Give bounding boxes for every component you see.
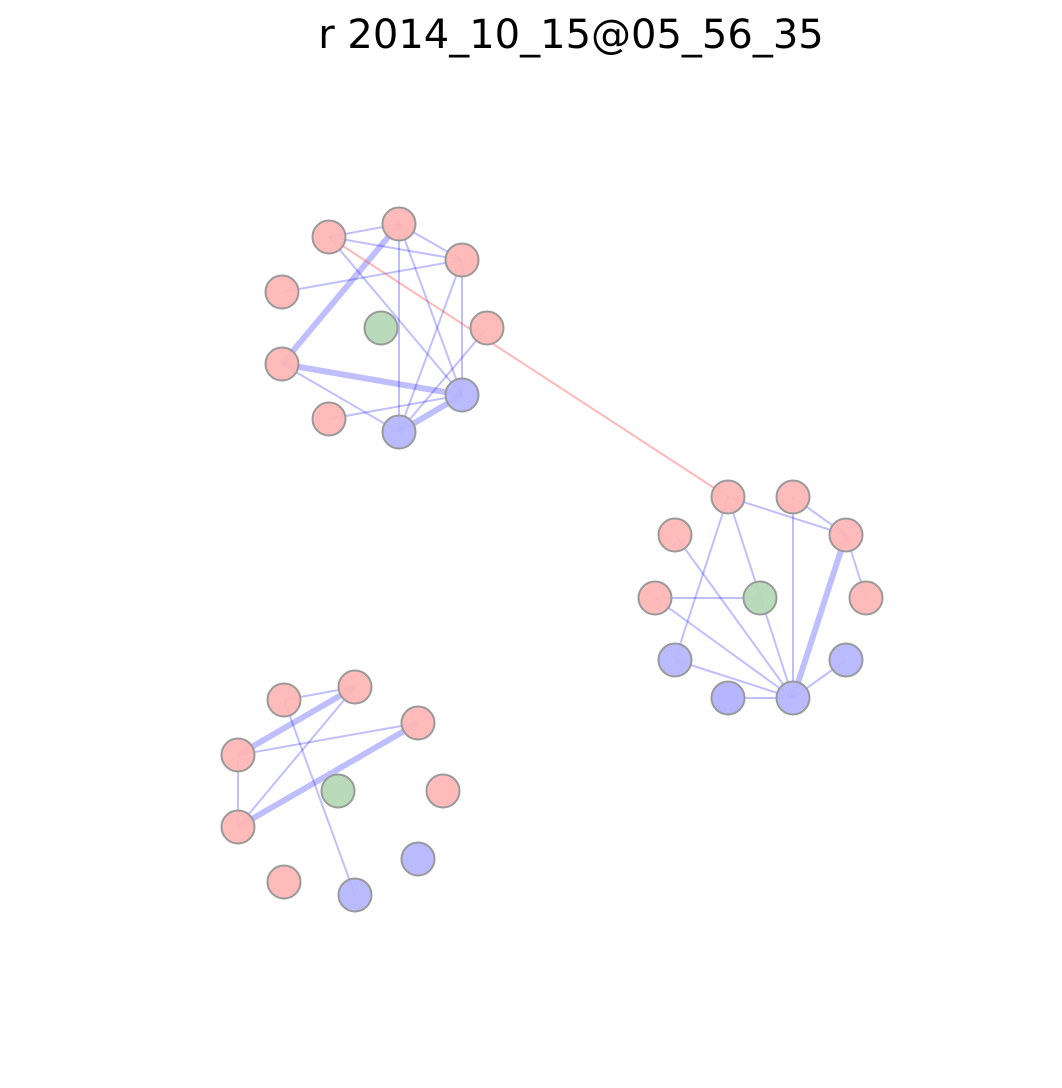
edge-a7-a10 [398, 327, 488, 433]
node-b3 [828, 517, 864, 553]
node-a3 [444, 242, 480, 278]
node-a7 [469, 310, 505, 346]
edge-c3-c6 [236, 720, 420, 830]
node-c7 [425, 773, 461, 809]
edge-b8-b9 [674, 659, 794, 699]
node-a8 [444, 377, 480, 413]
node-c8 [337, 877, 373, 913]
edge-a3-a10 [398, 259, 463, 433]
node-a9 [311, 401, 347, 437]
edge-a1-a3 [328, 236, 463, 261]
node-a4 [264, 274, 300, 310]
node-c10 [400, 841, 436, 877]
node-b9 [775, 680, 811, 716]
edge-b1-b8 [674, 496, 729, 661]
node-b2 [775, 479, 811, 515]
node-b6 [637, 580, 673, 616]
edge-a1-b1 [328, 236, 729, 498]
node-b10 [828, 642, 864, 678]
edge-c1-c3 [237, 722, 419, 756]
node-c5 [320, 773, 356, 809]
nodes-layer [220, 206, 884, 913]
edge-a6-a10 [281, 363, 400, 433]
edge-a1-a8 [328, 236, 463, 396]
node-a2 [381, 206, 417, 242]
edge-b4-b9 [674, 534, 794, 699]
edge-a4-a3 [281, 259, 463, 293]
node-b1 [710, 479, 746, 515]
node-c6 [220, 809, 256, 845]
edge-b1-b3 [727, 496, 847, 536]
node-b5 [742, 580, 778, 616]
node-c9 [266, 864, 302, 900]
edge-c2-c6 [237, 686, 356, 828]
edge-a9-a8 [328, 394, 463, 420]
edge-a2-a6 [279, 222, 402, 366]
node-b11 [710, 680, 746, 716]
edge-c4-c8 [283, 699, 356, 896]
node-a5 [363, 310, 399, 346]
node-c2 [337, 669, 373, 705]
edge-b6-b9 [654, 597, 794, 699]
edge-a2-a8 [398, 223, 463, 396]
node-c4 [266, 682, 302, 718]
node-b8 [657, 642, 693, 678]
node-c1 [220, 737, 256, 773]
node-b7 [848, 580, 884, 616]
edge-c1-c2 [236, 684, 357, 758]
edge-b3-b9 [790, 534, 849, 699]
node-b4 [657, 517, 693, 553]
node-a10 [381, 414, 417, 450]
chart-title: r 2014_10_15@05_56_35 [318, 12, 824, 58]
node-c3 [400, 705, 436, 741]
node-a6 [264, 346, 300, 382]
edge-a6-a8 [281, 361, 463, 398]
node-a1 [311, 219, 347, 255]
